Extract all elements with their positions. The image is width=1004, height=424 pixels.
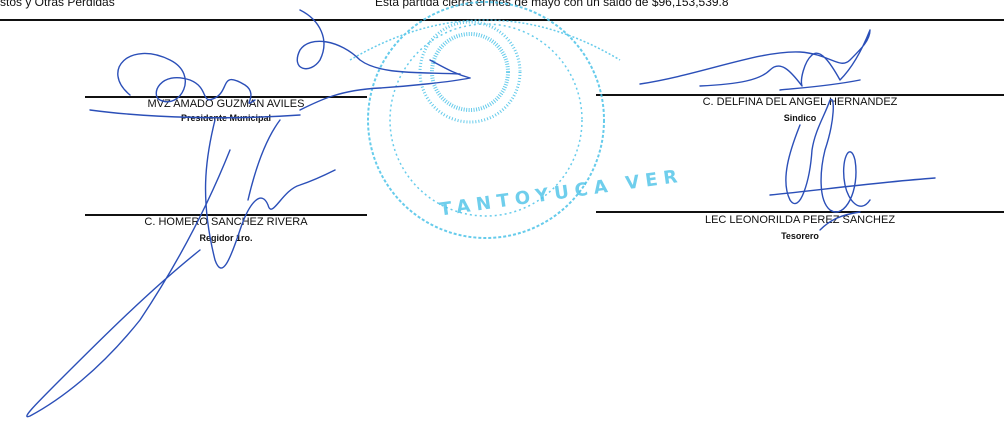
- signer-name-tesorero: LEC LEONORILDA PEREZ SANCHEZ: [704, 214, 896, 226]
- signer-title-sindico: Sindico: [783, 113, 817, 123]
- signer-name-sindico: C. DELFINA DEL ANGEL HERNANDEZ: [702, 96, 898, 108]
- signer-title-tesorero: Tesorero: [781, 231, 819, 241]
- signature-line-regidor: [85, 214, 367, 216]
- signer-title-regidor: Regidor 1ro.: [199, 233, 253, 243]
- signature-stroke-tesorero: [785, 98, 871, 213]
- signer-name-regidor: C. HOMERO SANCHEZ RIVERA: [144, 216, 308, 228]
- header-right-text: Esta partida cierra el mes de mayo con u…: [375, 0, 729, 9]
- header-left-text: stos y Otras Perdidas: [0, 0, 115, 9]
- signature-line-sindico: [596, 94, 1004, 96]
- header-divider: [0, 19, 1004, 21]
- signature-line-tesorero: [596, 211, 1004, 213]
- signature-stroke-sindico: [639, 29, 871, 87]
- signature-stroke-regidor: [204, 119, 336, 269]
- signer-name-presidente: MVZ AMADO GUZMAN AVILES: [147, 98, 305, 110]
- signature-line-presidente: [85, 96, 367, 98]
- signature-stroke-presidente: [117, 52, 256, 104]
